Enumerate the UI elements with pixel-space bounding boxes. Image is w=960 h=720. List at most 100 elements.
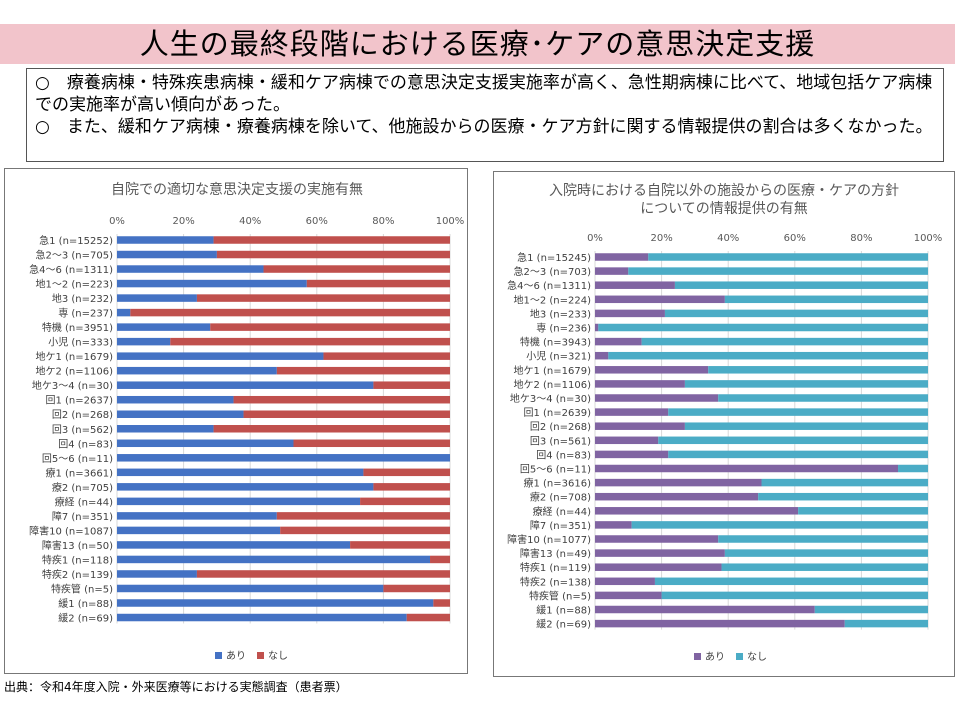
bar-segment: [323, 352, 450, 360]
bar-segment: [718, 535, 928, 543]
bar-segment: [595, 337, 642, 346]
category-label: 障害13 (n=49): [520, 547, 591, 560]
category-label: 回2 (n=268): [52, 409, 113, 421]
bar-segment: [280, 526, 450, 535]
category-label: 小児 (n=321): [526, 351, 591, 363]
x-tick-label: 80%: [372, 216, 394, 227]
category-label: 障7 (n=351): [52, 510, 113, 523]
bar-segment: [648, 253, 928, 261]
bar-segment: [595, 351, 609, 360]
chart-title: 自院での適切な意思決定支援の実施有無: [111, 181, 363, 198]
bar-segment: [658, 436, 928, 445]
bar-segment: [373, 483, 450, 491]
category-label: 回4 (n=83): [58, 438, 113, 450]
category-label: 特疾1 (n=119): [520, 561, 591, 574]
bar-segment: [718, 394, 928, 402]
bar-segment: [243, 410, 450, 418]
category-label: 地ケ1 (n=1679): [513, 364, 591, 377]
bar-segment: [668, 408, 928, 416]
bar-segment: [117, 512, 277, 520]
page-title: 人生の最終段階における医療･ケアの意思決定支援: [139, 27, 816, 61]
category-label: 専 (n=236): [536, 323, 591, 335]
chart-left-panel: 自院での適切な意思決定支援の実施有無 0% 20% 40% 60% 80% 100% 急1 (…: [4, 168, 468, 674]
bar-segment: [117, 541, 351, 549]
x-tick-label: 100%: [436, 216, 465, 227]
bar-segment: [117, 337, 171, 346]
category-label: 障害10 (n=1077): [507, 533, 591, 546]
bar-segment: [595, 267, 629, 275]
bar-segment: [595, 394, 719, 402]
bar-segment: [721, 563, 928, 571]
chart-right-panel: 入院時における自院以外の施設からの医療・ケアの方針 についての情報提供の有無 0% 2…: [493, 171, 955, 677]
category-label: 回2 (n=268): [530, 421, 591, 433]
category-label: 回1 (n=2639): [523, 407, 591, 419]
bar-segment: [117, 395, 234, 404]
bar-segment: [117, 497, 361, 506]
bar-segment: [595, 507, 799, 515]
bar-segment: [117, 584, 384, 593]
bar-segment: [844, 619, 928, 628]
bar-segment: [117, 570, 197, 578]
category-label: 地1～2 (n=223): [35, 278, 113, 291]
bar-segment: [433, 599, 450, 607]
bar-segment: [595, 549, 725, 557]
category-label: 回5～6 (n=11): [520, 464, 591, 476]
bar-segment: [306, 279, 450, 288]
legend-swatch: [694, 653, 701, 660]
bar-segment: [724, 549, 928, 557]
bar-segment: [117, 425, 214, 433]
category-label: 障害10 (n=1087): [29, 524, 113, 537]
bar-segment: [117, 265, 264, 273]
bar-segment: [684, 380, 928, 388]
bar-segment: [213, 425, 450, 433]
category-label: 急1 (n=15252): [39, 234, 113, 247]
bar-segment: [117, 236, 214, 244]
bar-segment: [595, 408, 669, 416]
category-label: 障7 (n=351): [530, 519, 591, 532]
bar-segment: [117, 468, 364, 477]
category-label: 緩1 (n=88): [536, 604, 591, 617]
bar-segment: [117, 366, 277, 375]
bar-segment: [373, 381, 450, 389]
bar-segment: [293, 439, 450, 448]
bar-segment: [210, 323, 450, 331]
bar-segment: [276, 512, 450, 520]
category-label: 療1 (n=3616): [523, 477, 591, 490]
bar-segment: [668, 450, 928, 459]
bar-segment: [595, 281, 675, 289]
bar-segment: [595, 253, 649, 261]
bar-segment: [196, 570, 450, 578]
bar-segment: [350, 541, 450, 549]
bar-segment: [598, 323, 928, 332]
bar-segment: [595, 464, 899, 473]
bar-segment: [595, 563, 722, 571]
bar-segment: [213, 236, 450, 244]
category-label: 緩2 (n=69): [536, 618, 591, 631]
category-label: 急2～3 (n=703): [513, 265, 591, 278]
category-label: 特機 (n=3951): [42, 321, 113, 334]
bar-segment: [798, 507, 928, 515]
category-label: 急2～3 (n=705): [35, 249, 113, 262]
category-label: 回5～6 (n=11): [42, 453, 113, 465]
category-label: 回3 (n=562): [52, 424, 113, 436]
bar-segment: [595, 577, 655, 586]
bar-segment: [595, 605, 815, 614]
category-label: 地3 (n=233): [530, 307, 591, 320]
bar-segment: [595, 323, 599, 332]
category-label: 地3 (n=232): [52, 292, 113, 305]
bar-segment: [595, 521, 632, 529]
bar-segment: [117, 555, 431, 564]
x-tick-label: 40%: [717, 233, 739, 244]
bar-segment: [117, 454, 450, 462]
bar-segment: [117, 323, 211, 331]
bar-segment: [814, 605, 928, 614]
bar-segment: [117, 279, 307, 288]
category-label: 特機 (n=3943): [520, 336, 591, 349]
x-tick-label: 40%: [239, 216, 261, 227]
category-label: 療2 (n=705): [52, 481, 113, 494]
bar-segment: [595, 591, 662, 600]
category-label: 特疾管 (n=5): [51, 582, 113, 595]
bar-segment: [117, 381, 374, 389]
x-tick-label: 60%: [306, 216, 328, 227]
